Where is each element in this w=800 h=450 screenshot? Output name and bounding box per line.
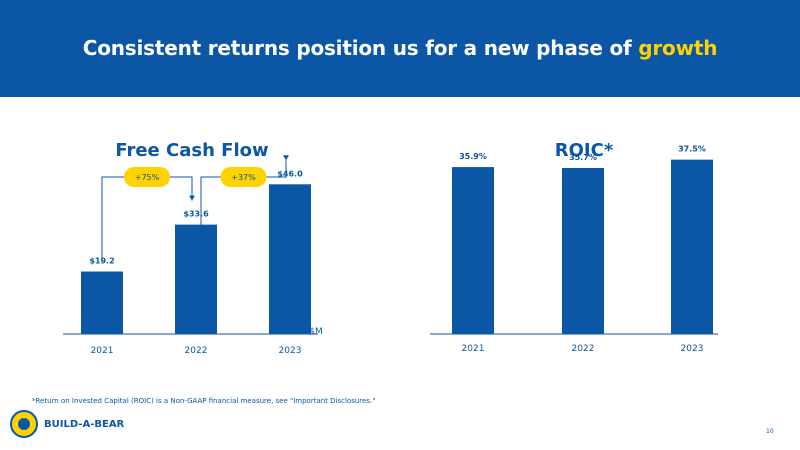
fcf-growth-pill-1 [124, 167, 170, 187]
fcf-unit-label: $M [309, 327, 323, 337]
roic-tick-label-2022: 2022 [572, 344, 595, 354]
brand-logo [10, 410, 38, 438]
fcf-growth-label-1: +75% [135, 173, 160, 182]
header-banner: Consistent returns position us for a new… [0, 0, 800, 97]
fcf-tick-label-2023: 2023 [279, 346, 302, 356]
roic-chart-title: ROIC* [555, 140, 614, 161]
roic-value-label-2021: 35.9% [459, 152, 487, 161]
roic-value-label-2022: 35.7% [569, 153, 597, 162]
roic-tick-label-2021: 2021 [462, 344, 485, 354]
page-number: 10 [766, 428, 774, 435]
title-highlight: growth [638, 36, 718, 60]
page-title: Consistent returns position us for a new… [0, 36, 800, 60]
fcf-growth-arrowhead-1 [189, 195, 195, 201]
roic-bar-2021 [452, 167, 494, 334]
footnote: *Return on Invested Capital (ROIC) is a … [32, 397, 376, 405]
fcf-value-label-2023: $46.0 [277, 169, 303, 178]
fcf-bar-2021 [81, 271, 123, 334]
roic-bar-2023 [671, 159, 713, 334]
fcf-growth-pill-2 [220, 167, 267, 187]
fcf-tick-label-2021: 2021 [91, 346, 114, 356]
roic-bar-2022 [562, 168, 604, 334]
fcf-bar-2022 [175, 224, 217, 334]
charts-area: Free Cash Flow$19.22021$33.62022$46.0202… [63, 140, 718, 356]
fcf-chart-title: Free Cash Flow [115, 140, 268, 161]
brand-name: BUILD-A-BEAR [44, 419, 125, 430]
fcf-growth-label-2: +37% [231, 173, 256, 182]
fcf-tick-label-2022: 2022 [185, 346, 208, 356]
roic-value-label-2023: 37.5% [678, 145, 706, 154]
fcf-growth-arrowhead-2 [283, 155, 289, 161]
fcf-bar-2023 [269, 184, 311, 334]
fcf-value-label-2022: $33.6 [183, 210, 209, 219]
roic-tick-label-2023: 2023 [681, 344, 704, 354]
title-main: Consistent returns position us for a new… [82, 36, 632, 60]
